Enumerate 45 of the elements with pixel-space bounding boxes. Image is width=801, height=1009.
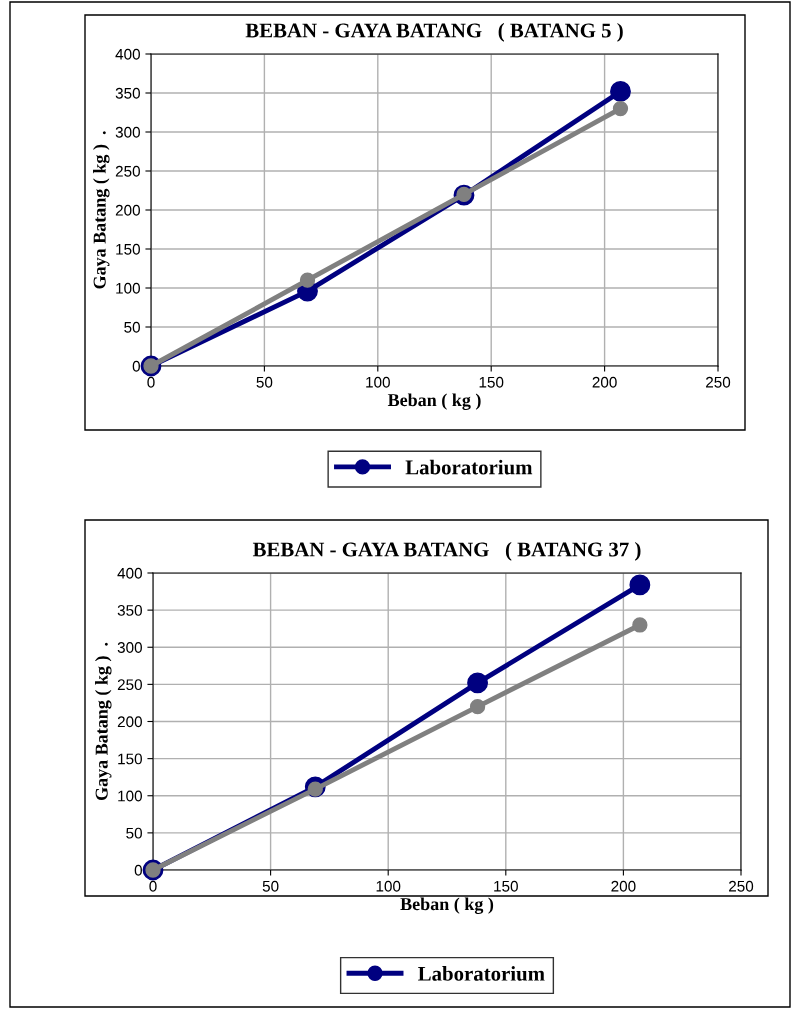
point [610,81,631,102]
legend-label: Laboratorium [405,459,533,475]
y-tick-label: 0 [134,864,142,876]
x-axis-title: Beban ( kg ) [400,897,494,914]
y-tick-label: 400 [117,567,142,579]
x-tick-label: 200 [611,880,636,892]
x-tick-label: 50 [262,880,279,892]
y-tick-label: 350 [117,604,142,616]
point [467,672,488,694]
y-tick-label: 250 [115,165,140,177]
point [299,272,316,288]
x-tick-label: 100 [376,880,401,892]
y-tick-label: 50 [126,827,142,839]
y-tick-label: 0 [132,360,140,372]
y-tick-label: 100 [118,790,142,802]
y-tick-label: 50 [124,321,140,333]
x-tick-label: 200 [592,376,617,388]
y-tick-label: 200 [117,716,142,728]
y-axis-title: Gaya Batang ( kg ) . [95,642,112,801]
y-tick-label: 250 [117,679,142,691]
x-tick-label: 250 [729,880,754,892]
point [629,574,651,596]
y-tick-label: 150 [118,753,142,765]
point [632,617,648,633]
x-tick-label: 100 [366,376,390,388]
y-tick-label: 200 [115,204,140,216]
y-tick-label: 100 [116,282,140,294]
x-tick-label: 0 [147,376,155,388]
x-tick-label: 0 [149,880,157,892]
y-tick-label: 300 [115,126,140,138]
y-tick-label: 150 [116,243,140,255]
x-tick-label: 150 [494,880,518,892]
point [612,100,629,117]
point [469,699,486,715]
x-tick-label: 50 [256,376,273,388]
chart-title: BEBAN - GAYA BATANG ( BATANG 37 ) [252,541,641,561]
x-tick-label: 150 [479,376,504,388]
legend-label: Laboratorium [418,966,545,981]
y-axis-title: Gaya Batang ( kg ) . [93,131,110,289]
y-tick-label: 400 [115,48,140,60]
y-tick-label: 350 [115,87,140,99]
chart-title: BEBAN - GAYA BATANG ( BATANG 5 ) [245,22,623,42]
x-axis-title: Beban ( kg ) [387,393,481,410]
y-tick-label: 300 [117,642,142,653]
x-tick-label: 250 [706,376,731,388]
